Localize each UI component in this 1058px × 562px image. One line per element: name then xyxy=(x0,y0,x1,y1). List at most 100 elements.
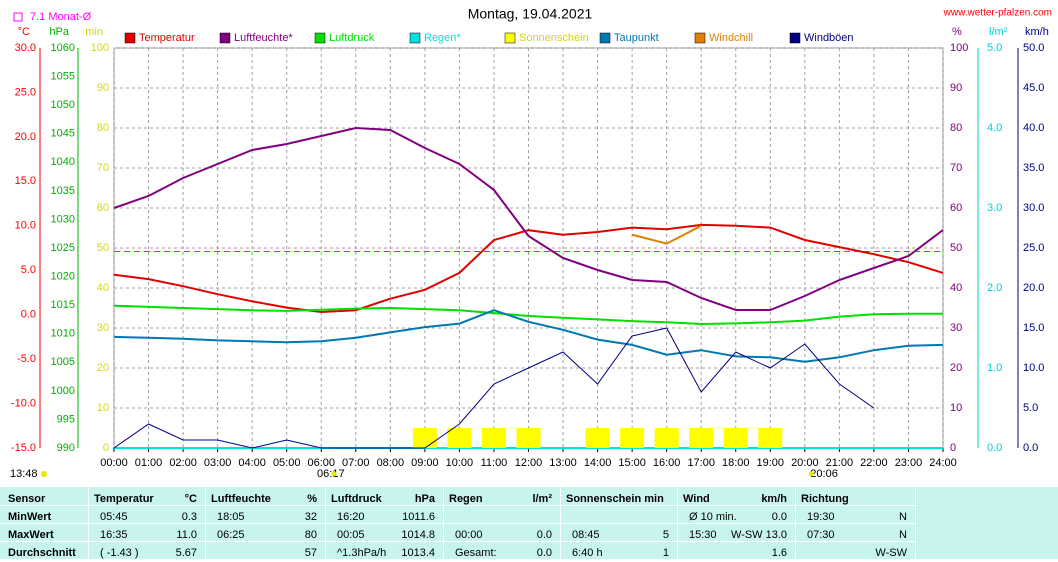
x-tick-label: 06:00 xyxy=(307,457,335,469)
y-tick-label: 1020 xyxy=(51,270,75,282)
y-tick-label: -5.0 xyxy=(17,353,36,365)
sunrise-marker xyxy=(331,471,337,477)
x-tick-label: 13:00 xyxy=(549,457,577,469)
x-tick-label: 21:00 xyxy=(826,457,854,469)
series-line xyxy=(113,126,944,311)
axis-unit: °C xyxy=(18,26,30,38)
cell-left: Ø 10 min. xyxy=(689,511,737,523)
sun-icon xyxy=(41,471,47,477)
legend-key xyxy=(694,32,706,44)
y-tick-label: 80 xyxy=(950,122,962,134)
sun-bar xyxy=(481,428,506,448)
x-tick-label: 22:00 xyxy=(860,457,888,469)
y-tick-label: 3.0 xyxy=(987,202,1002,214)
y-tick-label: 35.0 xyxy=(1023,162,1044,174)
legend-label: Regen* xyxy=(424,32,461,44)
y-tick-label: 20.0 xyxy=(1023,282,1044,294)
x-tick-label: 18:00 xyxy=(722,457,750,469)
y-tick-label: 0 xyxy=(950,442,956,454)
chart: Montag, 19.04.2021 www.wetter-pfalzen.co… xyxy=(10,6,1052,480)
y-tick-label: 90 xyxy=(950,82,962,94)
axis-unit: l/m² xyxy=(989,26,1008,38)
legend-label: Luftfeuchte* xyxy=(234,32,293,44)
legend-label: Sonnenschein xyxy=(519,32,589,44)
cell-left: 6:40 h xyxy=(572,547,603,559)
y-tick-label: 10 xyxy=(97,402,109,414)
y-tick-label: 20 xyxy=(97,362,109,374)
x-tick-label: 07:00 xyxy=(342,457,370,469)
y-tick-label: 0.0 xyxy=(987,442,1002,454)
y-tick-label: 30.0 xyxy=(1023,202,1044,214)
monthly-average-label: 7.1 Monat-Ø xyxy=(30,11,92,23)
y-tick-label: 50.0 xyxy=(1023,42,1044,54)
cell-left: Gesamt: xyxy=(455,547,497,559)
y-tick-label: 30 xyxy=(950,322,962,334)
cell-right: 0.3 xyxy=(181,511,197,523)
source: www.wetter-pfalzen.com xyxy=(943,8,1052,19)
x-tick-label: 08:00 xyxy=(377,457,405,469)
y-tick-label: 40.0 xyxy=(1023,122,1044,134)
cell-left: ( -1.43 ) xyxy=(100,547,139,559)
cell-right: 80 xyxy=(304,529,317,541)
legend-key xyxy=(409,32,421,44)
y-tick-label: 2.0 xyxy=(987,282,1002,294)
group-title: Temperatur xyxy=(94,493,154,505)
legend-key xyxy=(504,32,516,44)
y-tick-label: 20 xyxy=(950,362,962,374)
x-tick-label: 17:00 xyxy=(687,457,715,469)
cell-left: 05:45 xyxy=(100,511,128,523)
y-tick-label: 1035 xyxy=(51,185,75,197)
cell-right: 0.0 xyxy=(536,529,552,541)
sun-bar xyxy=(758,428,783,448)
stats-table: Sensor MinWert MaxWert Durchschnitt Temperat… xyxy=(0,487,1058,559)
sunset-marker xyxy=(808,471,814,477)
y-tick-label: 30 xyxy=(97,322,109,334)
legend-key xyxy=(219,32,231,44)
row-separator xyxy=(0,541,915,542)
x-tick-label: 10:00 xyxy=(446,457,474,469)
y-tick-label: -15.0 xyxy=(11,442,36,454)
legend-label: Temperatur xyxy=(139,32,195,44)
legend-key xyxy=(599,32,611,44)
legend-key xyxy=(124,32,136,44)
x-tick-label: 23:00 xyxy=(895,457,923,469)
sun-bar xyxy=(620,428,645,448)
y-tick-label: 70 xyxy=(97,162,109,174)
y-tick-label: 15.0 xyxy=(1023,322,1044,334)
legend-label: Taupunkt xyxy=(614,32,659,44)
x-tick-label: 11:00 xyxy=(481,457,508,469)
y-tick-label: 60 xyxy=(950,202,962,214)
y-tick-label: 1030 xyxy=(51,213,75,225)
sunset-label: 20:06 xyxy=(810,468,838,480)
y-tick-label: 1040 xyxy=(51,156,75,168)
x-tick-label: 05:00 xyxy=(273,457,301,469)
y-tick-label: 30.0 xyxy=(15,42,36,54)
cell-left: 00:00 xyxy=(455,529,483,541)
sunrise-label: 06:17 xyxy=(317,468,345,480)
cell-left: ^1.3hPa/h xyxy=(337,547,387,559)
sun-bar xyxy=(412,428,437,448)
axis-unit: min xyxy=(85,26,103,38)
cell-left: 06:25 xyxy=(217,529,245,541)
group-title: Richtung xyxy=(801,493,849,505)
cell-left: 00:05 xyxy=(337,529,365,541)
row-label: MinWert xyxy=(8,511,52,523)
row-separator xyxy=(0,523,915,524)
y-tick-label: 70 xyxy=(950,162,962,174)
group-unit: km/h xyxy=(761,493,787,505)
y-tick-label: 1050 xyxy=(51,99,75,111)
current-time: 13:48 xyxy=(10,468,38,480)
group-unit: hPa xyxy=(414,493,435,505)
x-tick-label: 02:00 xyxy=(169,457,197,469)
cell-right: 32 xyxy=(304,511,317,523)
x-tick-label: 15:00 xyxy=(618,457,646,469)
legend-label: Windchill xyxy=(709,32,753,44)
row-label: Durchschnitt xyxy=(8,547,76,559)
y-tick-label: 5.0 xyxy=(21,264,36,276)
column-separator xyxy=(915,487,916,559)
cell-right: W-SW xyxy=(875,547,907,559)
group-title: Sonnenschein min xyxy=(566,493,664,505)
series-line xyxy=(113,223,944,314)
y-tick-label: 995 xyxy=(57,413,75,425)
